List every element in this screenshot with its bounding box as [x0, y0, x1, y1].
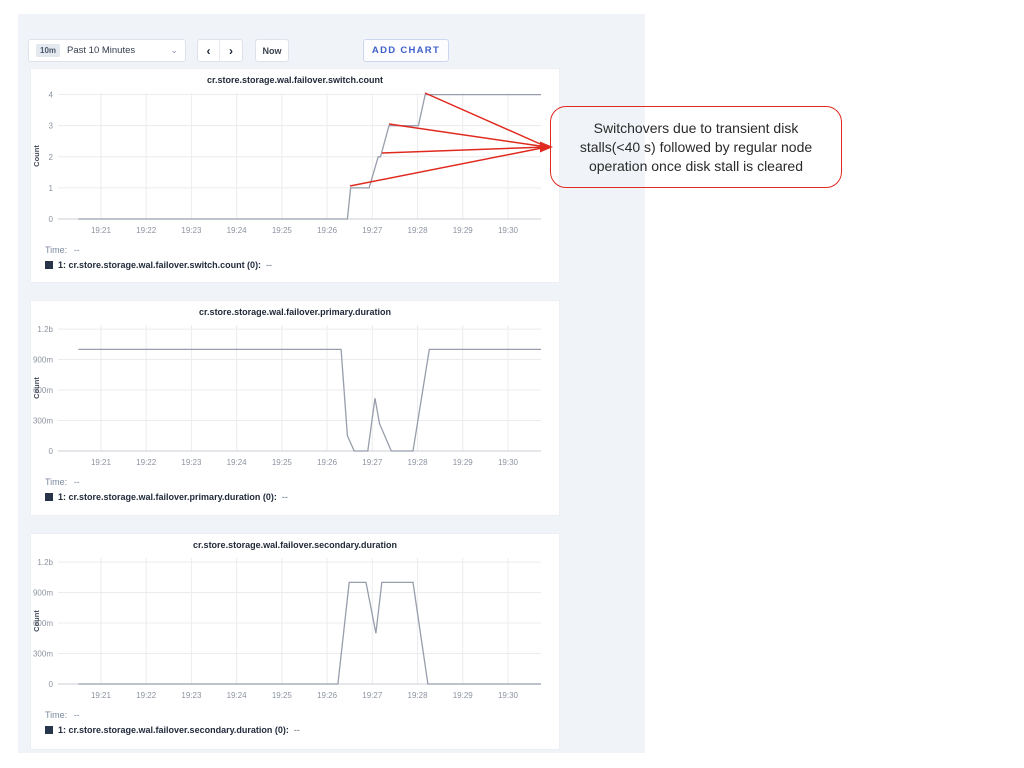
legend-row[interactable]: 1: cr.store.storage.wal.failover.seconda… [45, 725, 559, 735]
annotation-callout: Switchovers due to transient disk stalls… [550, 106, 842, 188]
svg-text:1: 1 [49, 184, 54, 193]
time-range-select[interactable]: 10m Past 10 Minutes ⌄ [28, 39, 186, 62]
svg-text:19:27: 19:27 [362, 226, 383, 235]
svg-text:Count: Count [32, 610, 41, 632]
svg-text:3: 3 [49, 122, 54, 131]
time-pager: ‹ › [197, 39, 243, 62]
svg-text:19:25: 19:25 [272, 226, 293, 235]
svg-text:19:21: 19:21 [91, 458, 112, 467]
series-swatch-icon [45, 493, 53, 501]
svg-text:19:30: 19:30 [498, 691, 519, 700]
legend-value: -- [281, 492, 288, 502]
svg-text:Count: Count [32, 145, 41, 167]
next-time-button[interactable]: › [220, 40, 242, 61]
svg-text:4: 4 [49, 91, 54, 100]
legend-label: 1: cr.store.storage.wal.failover.seconda… [58, 725, 289, 735]
svg-text:19:24: 19:24 [227, 691, 248, 700]
svg-text:19:29: 19:29 [453, 458, 474, 467]
time-label: Time: [45, 245, 68, 255]
svg-text:19:27: 19:27 [362, 691, 383, 700]
legend-label: 1: cr.store.storage.wal.failover.switch.… [58, 260, 262, 270]
time-value: -- [73, 477, 80, 487]
svg-text:1.2b: 1.2b [37, 325, 53, 334]
svg-text:900m: 900m [33, 356, 53, 365]
svg-text:19:26: 19:26 [317, 226, 338, 235]
time-label: Time: [45, 477, 68, 487]
svg-text:19:24: 19:24 [227, 226, 248, 235]
chart-card-secondary-duration: cr.store.storage.wal.failover.secondary.… [30, 533, 560, 750]
chart-title: cr.store.storage.wal.failover.primary.du… [199, 307, 391, 317]
svg-text:19:30: 19:30 [498, 226, 519, 235]
now-button[interactable]: Now [255, 39, 289, 62]
time-value: -- [73, 710, 80, 720]
svg-text:0: 0 [49, 447, 54, 456]
svg-text:19:29: 19:29 [453, 691, 474, 700]
svg-text:19:26: 19:26 [317, 458, 338, 467]
svg-text:19:30: 19:30 [498, 458, 519, 467]
svg-text:1.2b: 1.2b [37, 558, 53, 567]
svg-text:Count: Count [32, 377, 41, 399]
svg-text:300m: 300m [33, 417, 53, 426]
svg-text:19:29: 19:29 [453, 226, 474, 235]
svg-text:900m: 900m [33, 589, 53, 598]
svg-text:19:22: 19:22 [136, 691, 157, 700]
chart-card-switch-count: cr.store.storage.wal.failover.switch.cou… [30, 68, 560, 283]
svg-text:2: 2 [49, 153, 54, 162]
svg-text:19:28: 19:28 [408, 691, 429, 700]
svg-text:0: 0 [49, 680, 54, 689]
svg-text:19:28: 19:28 [408, 458, 429, 467]
svg-text:19:21: 19:21 [91, 691, 112, 700]
chart-plot-switch-count[interactable]: 0 1 2 3 4 19:21 19:22 19:23 19:24 19:25 19:26 19:27… [31, 87, 559, 242]
svg-text:600m: 600m [33, 619, 53, 628]
time-value: -- [73, 245, 80, 255]
svg-text:0: 0 [49, 215, 54, 224]
legend-value: -- [293, 725, 300, 735]
svg-text:19:25: 19:25 [272, 458, 293, 467]
series-swatch-icon [45, 261, 53, 269]
legend-label: 1: cr.store.storage.wal.failover.primary… [58, 492, 277, 502]
svg-text:19:21: 19:21 [91, 226, 112, 235]
svg-text:300m: 300m [33, 650, 53, 659]
svg-text:19:23: 19:23 [181, 226, 202, 235]
svg-text:19:22: 19:22 [136, 458, 157, 467]
chart-plot-primary-duration[interactable]: 0 300m 600m 900m 1.2b 19:21 19:22 19:23 19:24 19:… [31, 319, 559, 474]
time-label: Time: [45, 710, 68, 720]
svg-text:19:23: 19:23 [181, 458, 202, 467]
hover-time-row: Time: -- [45, 477, 559, 487]
svg-text:600m: 600m [33, 386, 53, 395]
prev-time-button[interactable]: ‹ [198, 40, 220, 61]
series-swatch-icon [45, 726, 53, 734]
time-range-label: Past 10 Minutes [67, 45, 136, 56]
add-chart-button[interactable]: ADD CHART [363, 39, 449, 62]
svg-text:19:24: 19:24 [227, 458, 248, 467]
legend-row[interactable]: 1: cr.store.storage.wal.failover.switch.… [45, 260, 559, 270]
svg-text:19:22: 19:22 [136, 226, 157, 235]
svg-text:19:28: 19:28 [408, 226, 429, 235]
chart-title: cr.store.storage.wal.failover.switch.cou… [206, 75, 384, 85]
legend-row[interactable]: 1: cr.store.storage.wal.failover.primary… [45, 492, 559, 502]
svg-text:19:23: 19:23 [181, 691, 202, 700]
legend-value: -- [266, 260, 273, 270]
chart-title: cr.store.storage.wal.failover.secondary.… [193, 540, 397, 550]
chart-plot-secondary-duration[interactable]: 0 300m 600m 900m 1.2b 19:21 19:22 19:23 19:24 19:… [31, 552, 559, 707]
time-range-badge: 10m [36, 44, 61, 57]
hover-time-row: Time: -- [45, 710, 559, 720]
svg-text:19:26: 19:26 [317, 691, 338, 700]
hover-time-row: Time: -- [45, 245, 559, 255]
svg-text:19:25: 19:25 [272, 691, 293, 700]
svg-text:19:27: 19:27 [362, 458, 383, 467]
chart-card-primary-duration: cr.store.storage.wal.failover.primary.du… [30, 300, 560, 516]
annotation-text: Switchovers due to transient disk stalls… [579, 119, 813, 174]
chevron-down-icon: ⌄ [170, 45, 178, 55]
